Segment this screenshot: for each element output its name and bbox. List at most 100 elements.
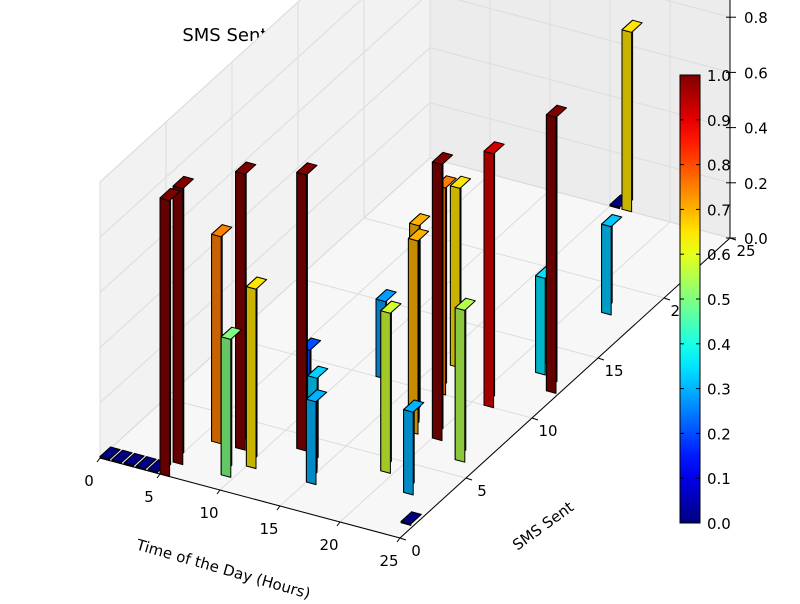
- bar: [380, 300, 402, 474]
- bar-front-face: [296, 171, 307, 452]
- colorbar-tick-label: 0.9: [707, 112, 731, 130]
- bar-top-face: [135, 456, 157, 470]
- bar-front-face: [535, 275, 546, 376]
- bar-top-face: [111, 449, 133, 463]
- bar-top-face: [296, 162, 318, 176]
- bar-top-face: [400, 511, 422, 525]
- x-tick-label: 15: [259, 520, 278, 538]
- z-tick-label: 0.8: [744, 9, 768, 27]
- y-axis-line: [399, 237, 731, 539]
- x-tick-label: 25: [379, 552, 398, 570]
- colorbar: 0.0 0.1 0.2 0.3 0.4 0.5 0.6 0.7 0.8 0.9 1.0: [679, 67, 731, 533]
- y-tick-mark: [465, 477, 473, 481]
- bar: [159, 187, 181, 478]
- grid-line: [99, 0, 362, 238]
- bar: [621, 19, 643, 213]
- y-tick-mark: [399, 537, 407, 541]
- bar-front-face: [211, 233, 222, 445]
- bar: [483, 141, 505, 409]
- bar: [123, 452, 145, 468]
- bar-top-face: [380, 300, 402, 314]
- bar-front-face: [454, 307, 466, 463]
- y-tick-mark: [663, 297, 671, 301]
- bar: [431, 151, 454, 442]
- grid-line: [663, 0, 731, 18]
- bar-top-face: [431, 151, 454, 166]
- bar: [296, 162, 318, 452]
- bar-top-face: [407, 228, 430, 242]
- x-tick-label: 0: [84, 472, 94, 490]
- bar-front-face: [431, 161, 443, 442]
- y-tick-label: 5: [477, 482, 487, 500]
- bar: [235, 161, 257, 451]
- bar-top-face: [123, 452, 145, 467]
- bar: [220, 326, 242, 478]
- bar-top-face: [483, 141, 505, 155]
- bar-top-face: [454, 297, 476, 311]
- bar: [172, 175, 194, 466]
- bar: [545, 104, 568, 394]
- colorbar-tick-label: 0.4: [707, 336, 731, 354]
- bar-front-face: [220, 336, 232, 478]
- bar-front-face: [235, 171, 246, 451]
- bar-top-face: [235, 161, 257, 175]
- bar-top-face: [211, 224, 233, 238]
- y-axis-label: SMS Sent: [509, 498, 577, 554]
- colorbar-tick-label: 0.7: [707, 201, 731, 219]
- grid-line: [99, 102, 431, 404]
- colorbar-tick-label: 0.2: [707, 425, 731, 443]
- bar-top-face: [305, 389, 328, 403]
- z-tick-label: 0.0: [744, 230, 768, 248]
- bar-front-face: [380, 310, 391, 474]
- bar-top-face: [621, 19, 643, 33]
- bar-top-face: [375, 289, 397, 303]
- bar: [111, 449, 133, 465]
- bar-front-face: [172, 185, 184, 466]
- bar: [454, 297, 476, 463]
- grid-line: [99, 157, 431, 459]
- x-tick-mark: [276, 505, 281, 511]
- colorbar-tick-label: 0.5: [707, 291, 731, 309]
- x-tick-mark: [156, 473, 161, 479]
- bar: [400, 511, 422, 526]
- colorbar-tick-label: 1.0: [707, 67, 731, 85]
- bar-front-face: [601, 223, 612, 316]
- z-tick-label: 0.6: [744, 64, 768, 82]
- bar: [403, 399, 425, 496]
- x-axis-label: Time of the Day (Hours): [133, 535, 312, 600]
- grid-line: [99, 47, 431, 348]
- x-tick-label: 5: [144, 488, 154, 506]
- y-tick-label: 25: [736, 242, 755, 260]
- bar-top-face: [245, 276, 268, 290]
- colorbar-tick-label: 0.3: [707, 381, 731, 399]
- bar-top-face: [220, 326, 242, 340]
- bar-front-face: [483, 150, 495, 409]
- x-tick-mark: [396, 537, 401, 543]
- bar: [407, 228, 430, 435]
- bar-front-face: [545, 114, 557, 394]
- x-tick-mark: [336, 521, 341, 527]
- grid-line: [456, 0, 731, 73]
- bar-front-face: [159, 197, 171, 478]
- colorbar-tick-label: 0.0: [707, 515, 731, 533]
- x-tick-label: 20: [319, 536, 338, 554]
- bar: [135, 456, 157, 471]
- tick-labels: 051015202505101520250.00.20.40.60.81.0: [84, 9, 768, 570]
- colorbar-tick-label: 0.1: [707, 470, 731, 488]
- y-tick-label: 0: [411, 542, 421, 560]
- bars-group: [99, 19, 643, 526]
- grid-line: [99, 0, 301, 183]
- bar-top-face: [172, 175, 194, 190]
- bar-top-face: [409, 213, 431, 227]
- z-tick-label: 0.2: [744, 175, 768, 193]
- y-tick-label: 10: [538, 422, 557, 440]
- bar-front-face: [245, 286, 257, 470]
- bar: [211, 224, 233, 445]
- y-tick-mark: [597, 357, 605, 361]
- bar: [99, 446, 121, 462]
- bar: [601, 214, 623, 316]
- bar-top-face: [99, 446, 121, 460]
- bar: [305, 389, 328, 486]
- x-tick-label: 10: [199, 504, 218, 522]
